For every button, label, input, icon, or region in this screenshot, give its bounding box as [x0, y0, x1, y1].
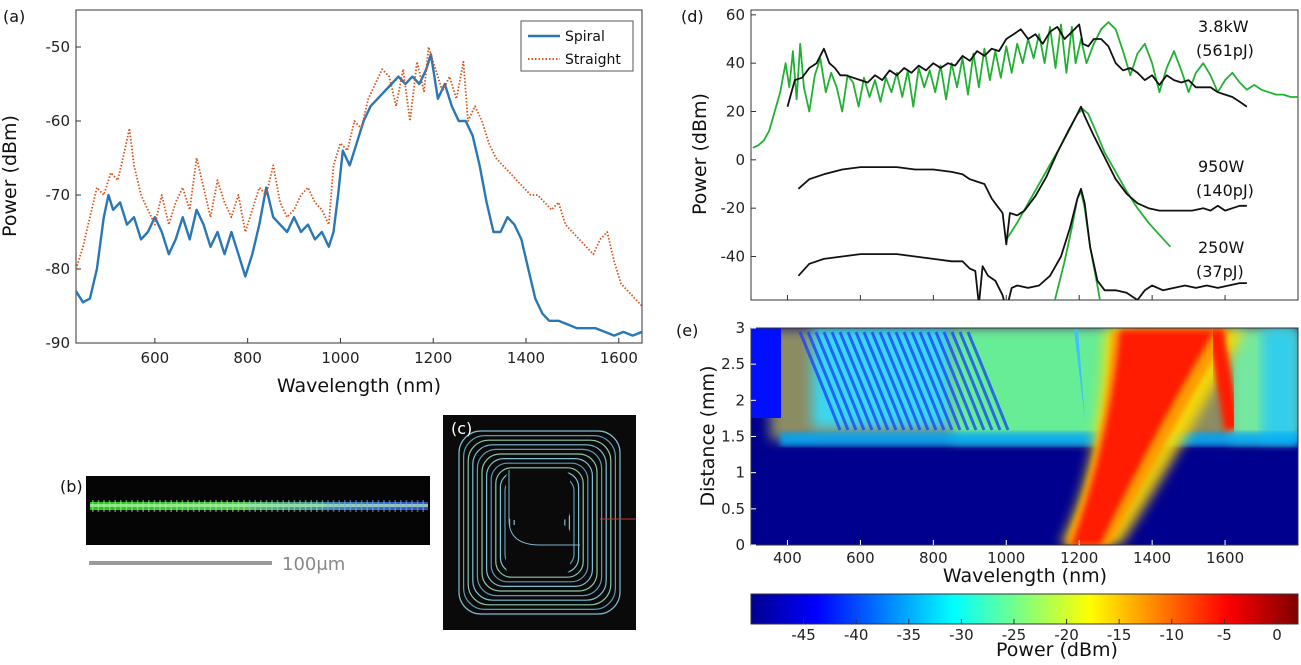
a-xtick-label: 1400: [507, 349, 545, 367]
panel-d: (d) -40 -20 0 20 40 60 Power (dBm) 3.8kW (561…: [681, 6, 1299, 301]
spiral-image: [443, 415, 636, 630]
a-ytick-label: -50: [46, 38, 71, 56]
annotation-561pj: (561pJ): [1196, 41, 1254, 60]
a-xtick-label: 1600: [600, 349, 638, 367]
e-xtick-label: 400: [773, 549, 802, 567]
legend-label-straight: Straight: [565, 52, 621, 68]
panel-e-xlabel: Wavelength (nm): [943, 565, 1107, 587]
panel-a-xlabel: Wavelength (nm): [277, 375, 441, 397]
d-series-2: [1005, 108, 1172, 248]
legend-label-spiral: Spiral: [565, 29, 605, 45]
colorbar-tick-label: -10: [1160, 626, 1185, 644]
panel-c-label: (c): [451, 419, 472, 438]
colorbar-tick-label: -45: [791, 626, 816, 644]
a-xtick-label: 800: [233, 349, 262, 367]
a-xtick-label: 1200: [414, 349, 452, 367]
colorbar-tick-label: -35: [897, 626, 922, 644]
d-ytick-label: -20: [721, 199, 746, 217]
e-xtick-label: 600: [846, 549, 875, 567]
panel-a: (a) 600 800 1000 1200 1400 1600 -90 -80 -70 -60 -5…: [0, 7, 643, 397]
d-series-1: [786, 23, 1248, 108]
a-ytick-label: -60: [46, 112, 71, 130]
annotation-140pj: (140pJ): [1196, 181, 1254, 200]
panel-d-ylabel: Power (dBm): [689, 93, 711, 215]
series-straight: [76, 46, 642, 307]
panel-b-label: (b): [60, 477, 83, 496]
d-ytick-label: 20: [726, 103, 745, 121]
e-ytick-label: 2.5: [721, 355, 745, 373]
e-xtick-label: 1600: [1206, 549, 1244, 567]
panel-e-ylabel: Distance (mm): [697, 366, 719, 507]
heatmap: [751, 328, 1298, 545]
annotation-37pj: (37pJ): [1196, 262, 1244, 281]
a-ytick-label: -80: [46, 260, 71, 278]
d-ytick-label: -40: [721, 248, 746, 266]
d-ytick-label: 40: [726, 54, 745, 72]
spiral-rings: [458, 430, 636, 615]
colorbar-label: Power (dBm): [996, 639, 1118, 661]
colorbar: [750, 593, 1299, 625]
e-xtick-label: 1400: [1133, 549, 1171, 567]
panel-b: (b) 100μm: [60, 476, 430, 575]
panel-a-label: (a): [3, 7, 25, 26]
e-ytick-label: 1.5: [721, 428, 745, 446]
series-spiral: [76, 53, 642, 337]
e-ytick-label: 3: [735, 319, 745, 337]
colorbar-tick-label: -20: [1054, 626, 1079, 644]
annotation-950w: 950W: [1198, 157, 1245, 176]
e-ytick-label: 1: [735, 464, 745, 482]
colorbar-tick-label: 0: [1272, 626, 1282, 644]
e-ytick-label: 2: [735, 391, 745, 409]
waveguide-image: [86, 476, 430, 545]
e-xtick-label: 1200: [1060, 549, 1098, 567]
panel-d-label: (d): [681, 7, 704, 26]
scale-bar-label: 100μm: [282, 554, 345, 575]
d-ytick-label: 0: [735, 151, 745, 169]
a-ytick-label: -90: [46, 334, 71, 352]
e-xtick-label: 800: [919, 549, 948, 567]
a-ytick-label: -70: [46, 186, 71, 204]
colorbar-tick-label: -40: [844, 626, 869, 644]
colorbar-tick-label: -30: [949, 626, 974, 644]
panel-e-label: (e): [676, 321, 698, 340]
a-xtick-label: 1000: [321, 349, 359, 367]
panel-e: (e) 400 600 800 1000 1200 1400 1600 0 0.5 1 1.5 2 2.…: [676, 319, 1299, 661]
e-ytick-label: 0.5: [721, 500, 745, 518]
e-xtick-label: 1000: [987, 549, 1025, 567]
colorbar-tick-label: -25: [1002, 626, 1027, 644]
d-ytick-label: 60: [726, 6, 745, 24]
a-xtick-label: 600: [141, 349, 170, 367]
legend-box: [520, 20, 634, 72]
panel-a-legend: Spiral Straight: [520, 20, 634, 72]
d-series-0: [752, 21, 1298, 149]
d-series-5: [797, 187, 1247, 300]
annotation-3-8kw: 3.8kW: [1198, 17, 1249, 36]
colorbar-tick-label: -5: [1217, 626, 1232, 644]
panel-c: (c): [443, 415, 636, 630]
annotation-250w: 250W: [1198, 238, 1245, 257]
e-ytick-label: 0: [735, 536, 745, 554]
colorbar-tick-label: -15: [1107, 626, 1132, 644]
panel-a-ylabel: Power (dBm): [0, 115, 21, 237]
d-series-3: [797, 105, 1247, 246]
